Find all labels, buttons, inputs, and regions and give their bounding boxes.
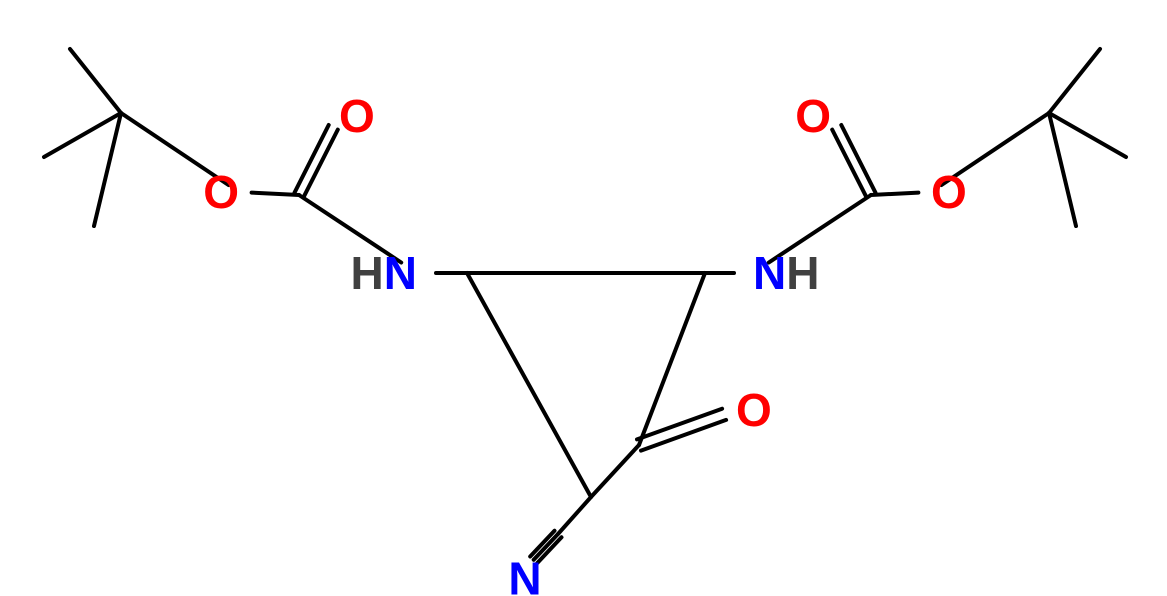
atom-label-O5: O <box>203 166 239 218</box>
atom-label-O4: O <box>339 90 375 142</box>
atom-label-N2: NH <box>753 247 819 299</box>
bond-segment <box>252 193 299 195</box>
atom-label-O1: O <box>736 384 772 436</box>
atom-label-O2: O <box>795 90 831 142</box>
atom-label-N3: HN <box>351 247 417 299</box>
atom-label-O3: O <box>931 166 967 218</box>
molecule-diagram: N O NH O O HN O O <box>0 0 1167 596</box>
bond-segment <box>871 193 918 195</box>
atom-label-N1: N <box>508 553 541 596</box>
